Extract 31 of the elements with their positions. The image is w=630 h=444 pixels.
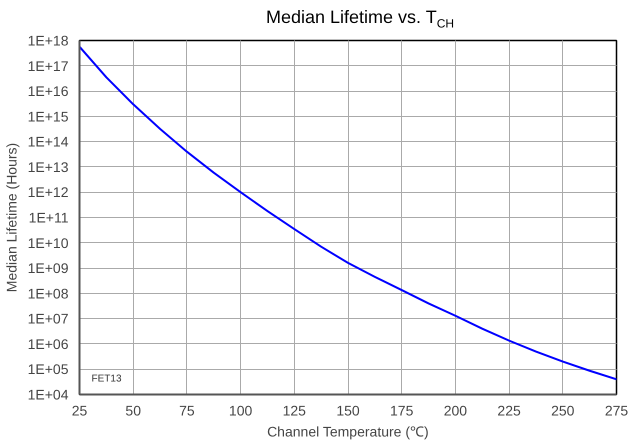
chart-title: Median Lifetime vs. T$_{CH}$ <box>266 7 454 31</box>
x-tick-label: 150 <box>336 402 360 418</box>
y-tick-label: 1E+14 <box>28 134 69 150</box>
x-tick-label: 250 <box>551 402 575 418</box>
y-tick-label: 1E+18 <box>28 32 69 48</box>
y-tick-label: 1E+09 <box>28 260 69 276</box>
x-tick-label: 225 <box>497 402 521 418</box>
x-tick-label: 25 <box>72 402 88 418</box>
y-tick-label: 1E+08 <box>28 285 69 302</box>
y-tick-label: 1E+16 <box>28 83 69 100</box>
y-tick-label: 1E+13 <box>28 158 69 175</box>
x-tick-label: 125 <box>282 402 306 418</box>
y-tick-label: 1E+06 <box>28 336 69 352</box>
y-axis-title: Median Lifetime (Hours) <box>4 142 20 292</box>
x-tick-label: 100 <box>228 402 252 418</box>
annotation: FET13 <box>92 374 122 384</box>
x-axis-title: Channel Temperature (℃) <box>267 424 429 440</box>
x-tick-label: 275 <box>604 402 628 418</box>
y-tick-label: 1E+07 <box>28 310 69 327</box>
x-tick-label: 175 <box>390 402 414 418</box>
y-tick-label: 1E+04 <box>28 386 69 402</box>
x-tick-label: 50 <box>125 402 142 418</box>
y-tick-label: 1E+10 <box>28 234 69 251</box>
y-tick-label: 1E+12 <box>28 184 69 200</box>
y-tick-label: 1E+17 <box>28 58 69 74</box>
x-tick-label: 75 <box>179 402 195 418</box>
y-tick-label: 1E+15 <box>28 108 69 124</box>
y-tick-label: 1E+11 <box>28 210 69 226</box>
line-series <box>80 46 616 380</box>
x-tick-label: 200 <box>444 402 468 418</box>
y-tick-label: 1E+05 <box>28 361 69 378</box>
